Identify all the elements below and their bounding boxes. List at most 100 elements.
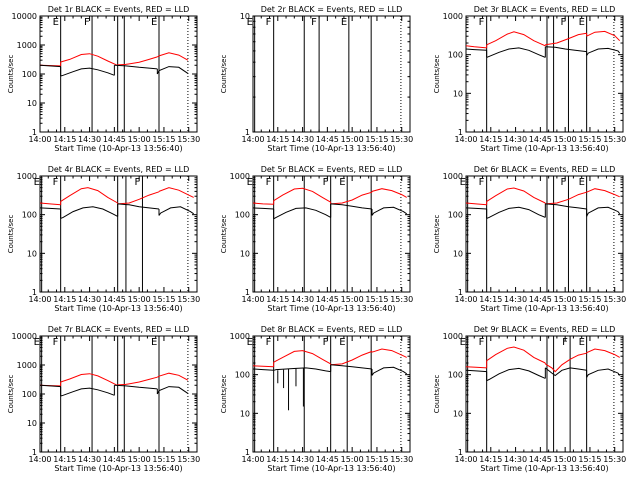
x-tick-label: 15:30 [177,295,200,304]
panel-title: Det 1r BLACK = Events, RED = LLD [48,5,190,14]
x-tick-label: 14:15 [53,135,76,144]
detector-panel-6: Det 6r BLACK = Events, RED = LLD 1 10 100 10… [433,165,626,313]
y-tick-label: 100 [22,70,37,79]
events-series-line [273,207,331,220]
x-tick-label: 14:30 [78,135,101,144]
x-tick-label: 15:00 [128,455,151,464]
lld-series-line [586,188,620,198]
x-tick-label: 15:30 [177,455,200,464]
y-tick-label: 10 [27,99,37,108]
events-series-line [252,368,274,371]
plot-frame [252,15,411,133]
event-marker-label: E [460,177,466,188]
event-marker-label: E [247,337,253,348]
lld-series-line [158,372,189,381]
detector-panel-4: Det 4r BLACK = Events, RED = LLD 1 10 100 10… [7,165,200,313]
lld-series-line [330,350,373,366]
lld-series-line [60,373,117,386]
event-marker-label: E [151,17,157,28]
x-tick-label: 15:15 [365,135,388,144]
y-tick-label: 1 [458,448,463,457]
event-marker-label: E [151,337,157,348]
events-series-line [465,207,487,210]
x-tick-label: 14:15 [266,135,289,144]
lld-series-line [252,202,274,205]
events-series-line [60,206,118,219]
x-axis-label: Start Time (10-Apr-13 13:56:40) [54,304,182,313]
events-series-line [586,206,621,217]
panel-title: Det 6r BLACK = Events, RED = LLD [474,165,616,174]
y-tick-label: 1 [458,288,463,297]
y-tick-label: 100 [448,51,463,60]
x-tick-label: 15:30 [177,135,200,144]
plot-frame [465,335,624,453]
x-tick-label: 14:30 [504,455,527,464]
y-tick-label: 10 [27,419,37,428]
event-marker-label: F [560,177,566,188]
x-tick-label: 15:15 [152,455,175,464]
x-tick-label: 14:15 [479,455,502,464]
event-marker-label: F [479,17,485,28]
x-tick-label: 14:15 [266,455,289,464]
x-tick-label: 15:30 [603,295,626,304]
event-marker-label: F [479,337,485,348]
events-series-line [252,207,274,210]
x-tick-label: 14:45 [316,135,339,144]
panel-title: Det 8r BLACK = Events, RED = LLD [261,325,403,334]
y-tick-label: 1 [245,128,250,137]
detector-panel-2: Det 2r BLACK = Events, RED = LLD 1 10 14:00… [220,5,413,153]
events-series-line [156,66,189,75]
plot-frame [465,15,624,133]
y-tick-label: 1000 [17,172,37,181]
event-marker-label: F [560,17,566,28]
events-series-line [60,67,115,77]
x-axis-label: Start Time (10-Apr-13 13:56:40) [267,144,395,153]
panel-title: Det 7r BLACK = Events, RED = LLD [48,325,190,334]
lld-series-line [158,187,194,198]
lld-series-line [545,191,587,205]
x-tick-label: 14:30 [504,295,527,304]
event-marker-label: E [247,177,253,188]
lld-series-line [545,32,587,46]
y-tick-label: 1000 [230,332,250,341]
y-tick-label: 10 [453,409,463,418]
y-tick-label: 1 [245,448,250,457]
events-series-line [39,207,61,210]
lld-series-line [465,45,487,49]
x-tick-label: 15:15 [578,455,601,464]
y-tick-label: 100 [448,371,463,380]
x-tick-label: 14:30 [78,295,101,304]
x-tick-label: 15:30 [390,455,413,464]
event-marker-label: F [266,177,272,188]
events-series-line [371,206,407,216]
event-marker-label: E [579,177,585,188]
detector-panel-9: Det 9r BLACK = Events, RED = LLD 1 10 100 10… [433,325,626,473]
lld-series-line [586,30,621,42]
x-tick-label: 15:15 [152,135,175,144]
event-marker-label: F [53,337,59,348]
x-tick-label: 15:00 [554,455,577,464]
y-tick-label: 1 [32,448,37,457]
lld-series-line [545,352,587,373]
events-series-line [330,364,373,370]
lld-series-step [157,375,160,378]
events-series-line [156,386,189,395]
y-tick-label: 100 [235,211,250,220]
events-series-line [465,369,487,373]
event-marker-label: E [341,17,347,28]
plot-frame [39,335,198,453]
events-series-line [60,387,115,397]
event-marker-label: F [266,337,272,348]
y-axis-label: Counts/sec [7,375,15,414]
event-marker-label: F [311,17,317,28]
x-tick-label: 14:15 [53,295,76,304]
lld-series-line [158,52,189,61]
lld-series-line [252,365,274,368]
event-marker-label: E [339,177,345,188]
event-marker-label: E [247,17,253,28]
y-axis-label: Counts/sec [7,55,15,94]
detector-panel-5: Det 5r BLACK = Events, RED = LLD 1 10 100 10… [220,165,413,313]
x-tick-label: 14:00 [241,135,264,144]
lld-series-line [273,187,331,203]
events-series-line [486,367,546,382]
